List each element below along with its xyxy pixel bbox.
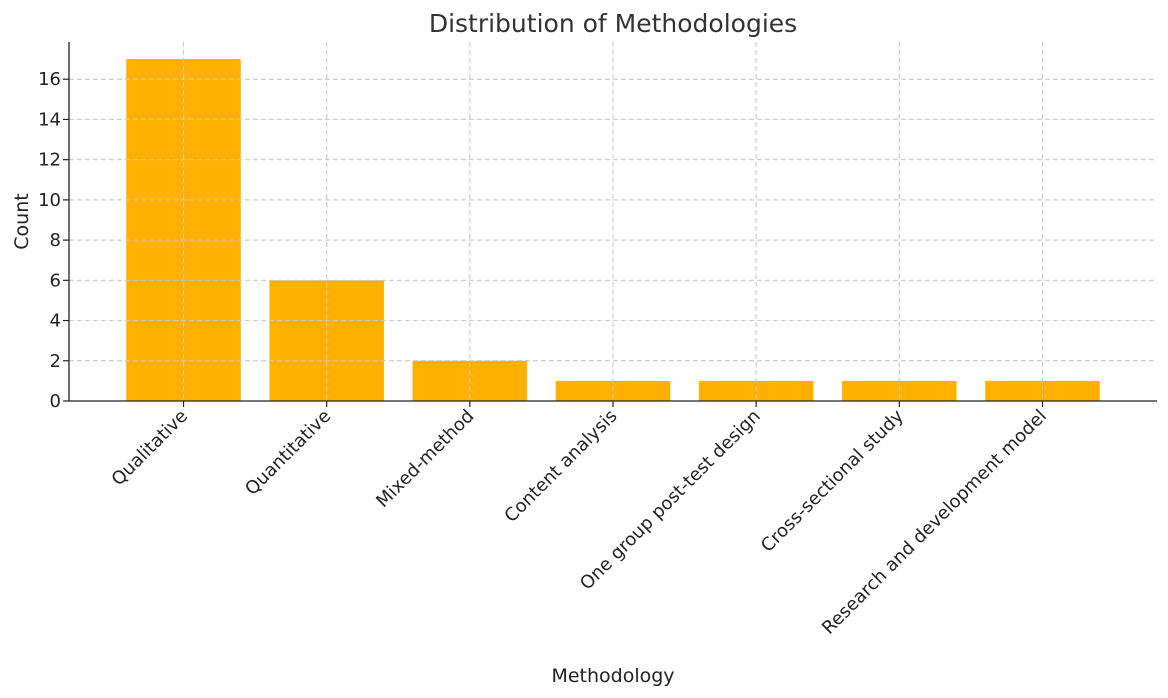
x-tick-label: Quantitative — [241, 406, 335, 500]
y-tick-label: 16 — [38, 69, 61, 90]
x-axis-label: Methodology — [551, 665, 674, 687]
x-tick-label: Qualitative — [108, 406, 192, 490]
x-tick-label: Cross-sectional study — [757, 405, 908, 556]
y-ticks: 0 2 4 6 8 10 12 14 16 — [38, 69, 69, 412]
y-tick-label: 2 — [50, 351, 61, 372]
x-tick-label: Research and development model — [818, 406, 1051, 639]
x-tick-label: Mixed-method — [372, 406, 478, 512]
y-tick-label: 0 — [50, 391, 61, 412]
x-ticks: Qualitative Quantitative Mixed-method Conte… — [108, 401, 1051, 639]
y-axis-label: Count — [11, 193, 33, 249]
y-tick-label: 14 — [38, 109, 61, 130]
y-tick-label: 6 — [50, 270, 61, 291]
bars — [69, 42, 1157, 402]
chart-title: Distribution of Methodologies — [429, 9, 797, 38]
y-tick-label: 4 — [50, 311, 61, 332]
y-tick-label: 10 — [38, 190, 61, 211]
x-tick-label: Content analysis — [500, 406, 621, 527]
y-tick-label: 8 — [50, 230, 61, 251]
y-tick-label: 12 — [38, 150, 61, 171]
